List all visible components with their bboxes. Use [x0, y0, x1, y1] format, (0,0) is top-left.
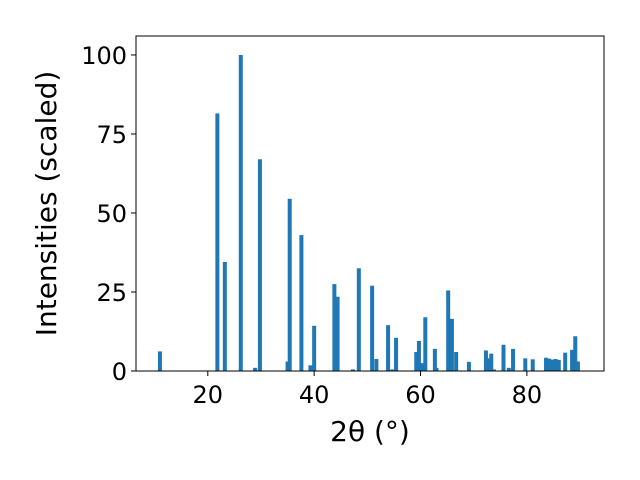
bar	[446, 290, 451, 371]
y-tick-label: 100	[81, 42, 127, 70]
bar	[257, 159, 262, 371]
bar	[423, 317, 428, 371]
bar	[550, 359, 555, 371]
y-tick-label: 50	[96, 200, 127, 228]
x-axis-ticks: 20 40 60 80	[193, 371, 543, 409]
bar	[486, 358, 491, 371]
bar	[544, 357, 549, 371]
bar	[575, 361, 580, 371]
x-tick-label: 80	[512, 381, 543, 409]
bar	[390, 369, 395, 371]
bar	[454, 352, 459, 371]
bar	[386, 325, 391, 371]
bar	[394, 337, 399, 371]
bar	[370, 285, 375, 371]
bar	[416, 340, 421, 371]
x-tick-label: 40	[299, 381, 330, 409]
y-tick-label: 75	[96, 121, 127, 149]
bar	[570, 349, 575, 371]
bar	[501, 344, 506, 371]
y-tick-label: 25	[96, 279, 127, 307]
bar	[511, 348, 516, 371]
bar	[553, 358, 558, 371]
bar	[312, 325, 317, 371]
bars-layer	[157, 54, 580, 372]
bar	[530, 359, 535, 371]
bar	[222, 261, 227, 371]
bar	[420, 363, 425, 371]
x-tick-label: 20	[193, 381, 224, 409]
y-axis-label: Intensities (scaled)	[30, 71, 63, 337]
bar	[573, 336, 578, 371]
y-tick-label: 0	[112, 358, 127, 386]
bar	[556, 359, 561, 371]
bar	[253, 367, 258, 371]
bar	[332, 284, 337, 371]
bar	[434, 367, 439, 371]
bar	[449, 318, 454, 371]
bar	[483, 350, 488, 371]
bar	[489, 353, 494, 371]
bar	[285, 361, 290, 371]
x-axis-label: 2θ (°)	[330, 415, 410, 448]
bar	[335, 296, 340, 371]
bar	[356, 268, 361, 371]
bar	[506, 367, 511, 371]
bar	[238, 54, 243, 372]
bar	[563, 352, 568, 371]
bar	[299, 235, 304, 371]
bar	[491, 369, 496, 371]
plot-frame	[135, 35, 605, 372]
bar	[350, 369, 355, 371]
bar	[547, 358, 552, 371]
bar	[157, 351, 162, 371]
y-axis-ticks: 0 25 50 75 100	[81, 42, 136, 386]
bar	[432, 348, 437, 371]
bar	[414, 352, 419, 371]
bar	[374, 358, 379, 371]
bar	[523, 358, 528, 371]
bar	[466, 361, 471, 371]
bar	[308, 365, 313, 371]
bar	[215, 113, 220, 372]
x-tick-label: 60	[405, 381, 436, 409]
bar	[287, 198, 292, 371]
